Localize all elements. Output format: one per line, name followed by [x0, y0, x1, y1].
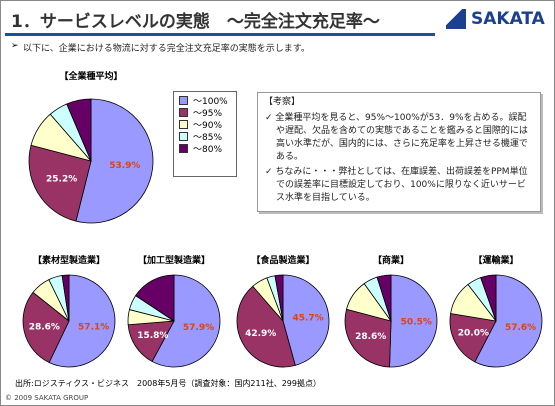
legend-entry: ～100% — [179, 95, 231, 107]
legend-swatch — [179, 107, 188, 117]
bullet-arrow: ➢ — [11, 41, 19, 51]
pie-slice — [236, 285, 296, 368]
value-label: 28.6% — [355, 332, 386, 342]
source: 出所:ロジスティクス・ビジネス 2008年5月号（調査対象：国内211社、299… — [15, 379, 321, 388]
pie-title: 【食品製造業】 — [251, 254, 314, 266]
pie-slice — [135, 274, 175, 322]
notes: 【考察】 ✓ 全業種平均を見ると、95%～100%が53．9%を占める。誤配や遅… — [257, 92, 541, 212]
legend-swatch — [179, 119, 188, 129]
slide-title: 1．サービスレベルの実態 ～完全注文充足率～ — [11, 12, 380, 32]
pie-slice — [127, 320, 175, 362]
legend: ～100% ～95% ～90% ～85% ～80% — [173, 91, 237, 177]
legend-entry: ～85% — [179, 131, 231, 143]
pie-slice — [480, 274, 497, 322]
legend-swatch — [179, 95, 188, 105]
value-label: 28.6% — [29, 323, 60, 333]
pie-slice — [282, 274, 330, 366]
pie-slice — [151, 274, 221, 368]
legend-entry: ～80% — [179, 143, 231, 155]
notes-heading: 【考察】 — [264, 97, 301, 107]
pie-slice — [376, 274, 392, 322]
pie-title: 【加工型製造業】 — [138, 254, 210, 266]
value-label: 25.2% — [46, 174, 77, 184]
note-text: 全業種平均を見ると、95%～100%が53．9%を占める。誤配や遅配、欠品を含め… — [275, 113, 528, 162]
title-rule — [5, 33, 435, 36]
value-label: 53.9% — [109, 161, 140, 171]
value-label: 57.9% — [183, 323, 214, 333]
logo: SAKATA — [471, 9, 545, 29]
pie-title: 【全業種平均】 — [59, 70, 122, 82]
legend-entry: ～95% — [179, 107, 231, 119]
legend-swatch — [179, 131, 188, 141]
note-text: ちなみに・・・弊社としては、在庫誤差、出荷誤差をPPM単位での誤差率に目標設定し… — [275, 167, 528, 203]
pie-slice — [61, 274, 70, 322]
pie-slice — [344, 308, 392, 368]
pie-slice — [48, 274, 116, 368]
value-label: 42.9% — [245, 329, 276, 339]
legend-label: ～80% — [193, 144, 223, 155]
logo-mark — [446, 9, 466, 29]
note-item: ✓ ちなみに・・・弊社としては、在庫誤差、出荷誤差をPPM単位での誤差率に目標設… — [265, 167, 528, 203]
pie-slice — [474, 274, 543, 368]
pie-slice — [75, 98, 154, 224]
value-label: 57.1% — [78, 323, 109, 333]
value-label: 45.7% — [292, 314, 323, 324]
copyright: © 2009 SAKATA GROUP — [5, 394, 89, 402]
pie-slice — [66, 98, 92, 162]
legend-swatch — [179, 143, 188, 153]
value-label: 57.6% — [505, 323, 536, 333]
pie-title: 【商業】 — [373, 254, 409, 266]
pie-title: 【素材型製造業】 — [33, 254, 105, 266]
note-item: ✓ 全業種平均を見ると、95%～100%が53．9%を占める。誤配や遅配、欠品を… — [265, 113, 528, 162]
pie-slice — [28, 144, 92, 222]
legend-label: ～85% — [193, 132, 223, 143]
pie-slice — [22, 291, 70, 364]
legend-label: ～95% — [193, 108, 223, 119]
pie-slice — [449, 313, 497, 363]
value-label: 20.0% — [458, 328, 489, 338]
legend-label: ～100% — [193, 96, 228, 107]
intro: 以下に、企業における物流に対する完全注文充足率の実態を示します。 — [23, 44, 310, 54]
pie-slice — [389, 274, 438, 368]
legend-label: ～90% — [193, 120, 223, 131]
value-label: 50.5% — [401, 317, 432, 327]
pie-slice — [274, 274, 284, 322]
legend-entry: ～90% — [179, 119, 231, 131]
pie-title: 【運輸業】 — [473, 254, 518, 266]
value-label: 15.8% — [137, 331, 168, 341]
